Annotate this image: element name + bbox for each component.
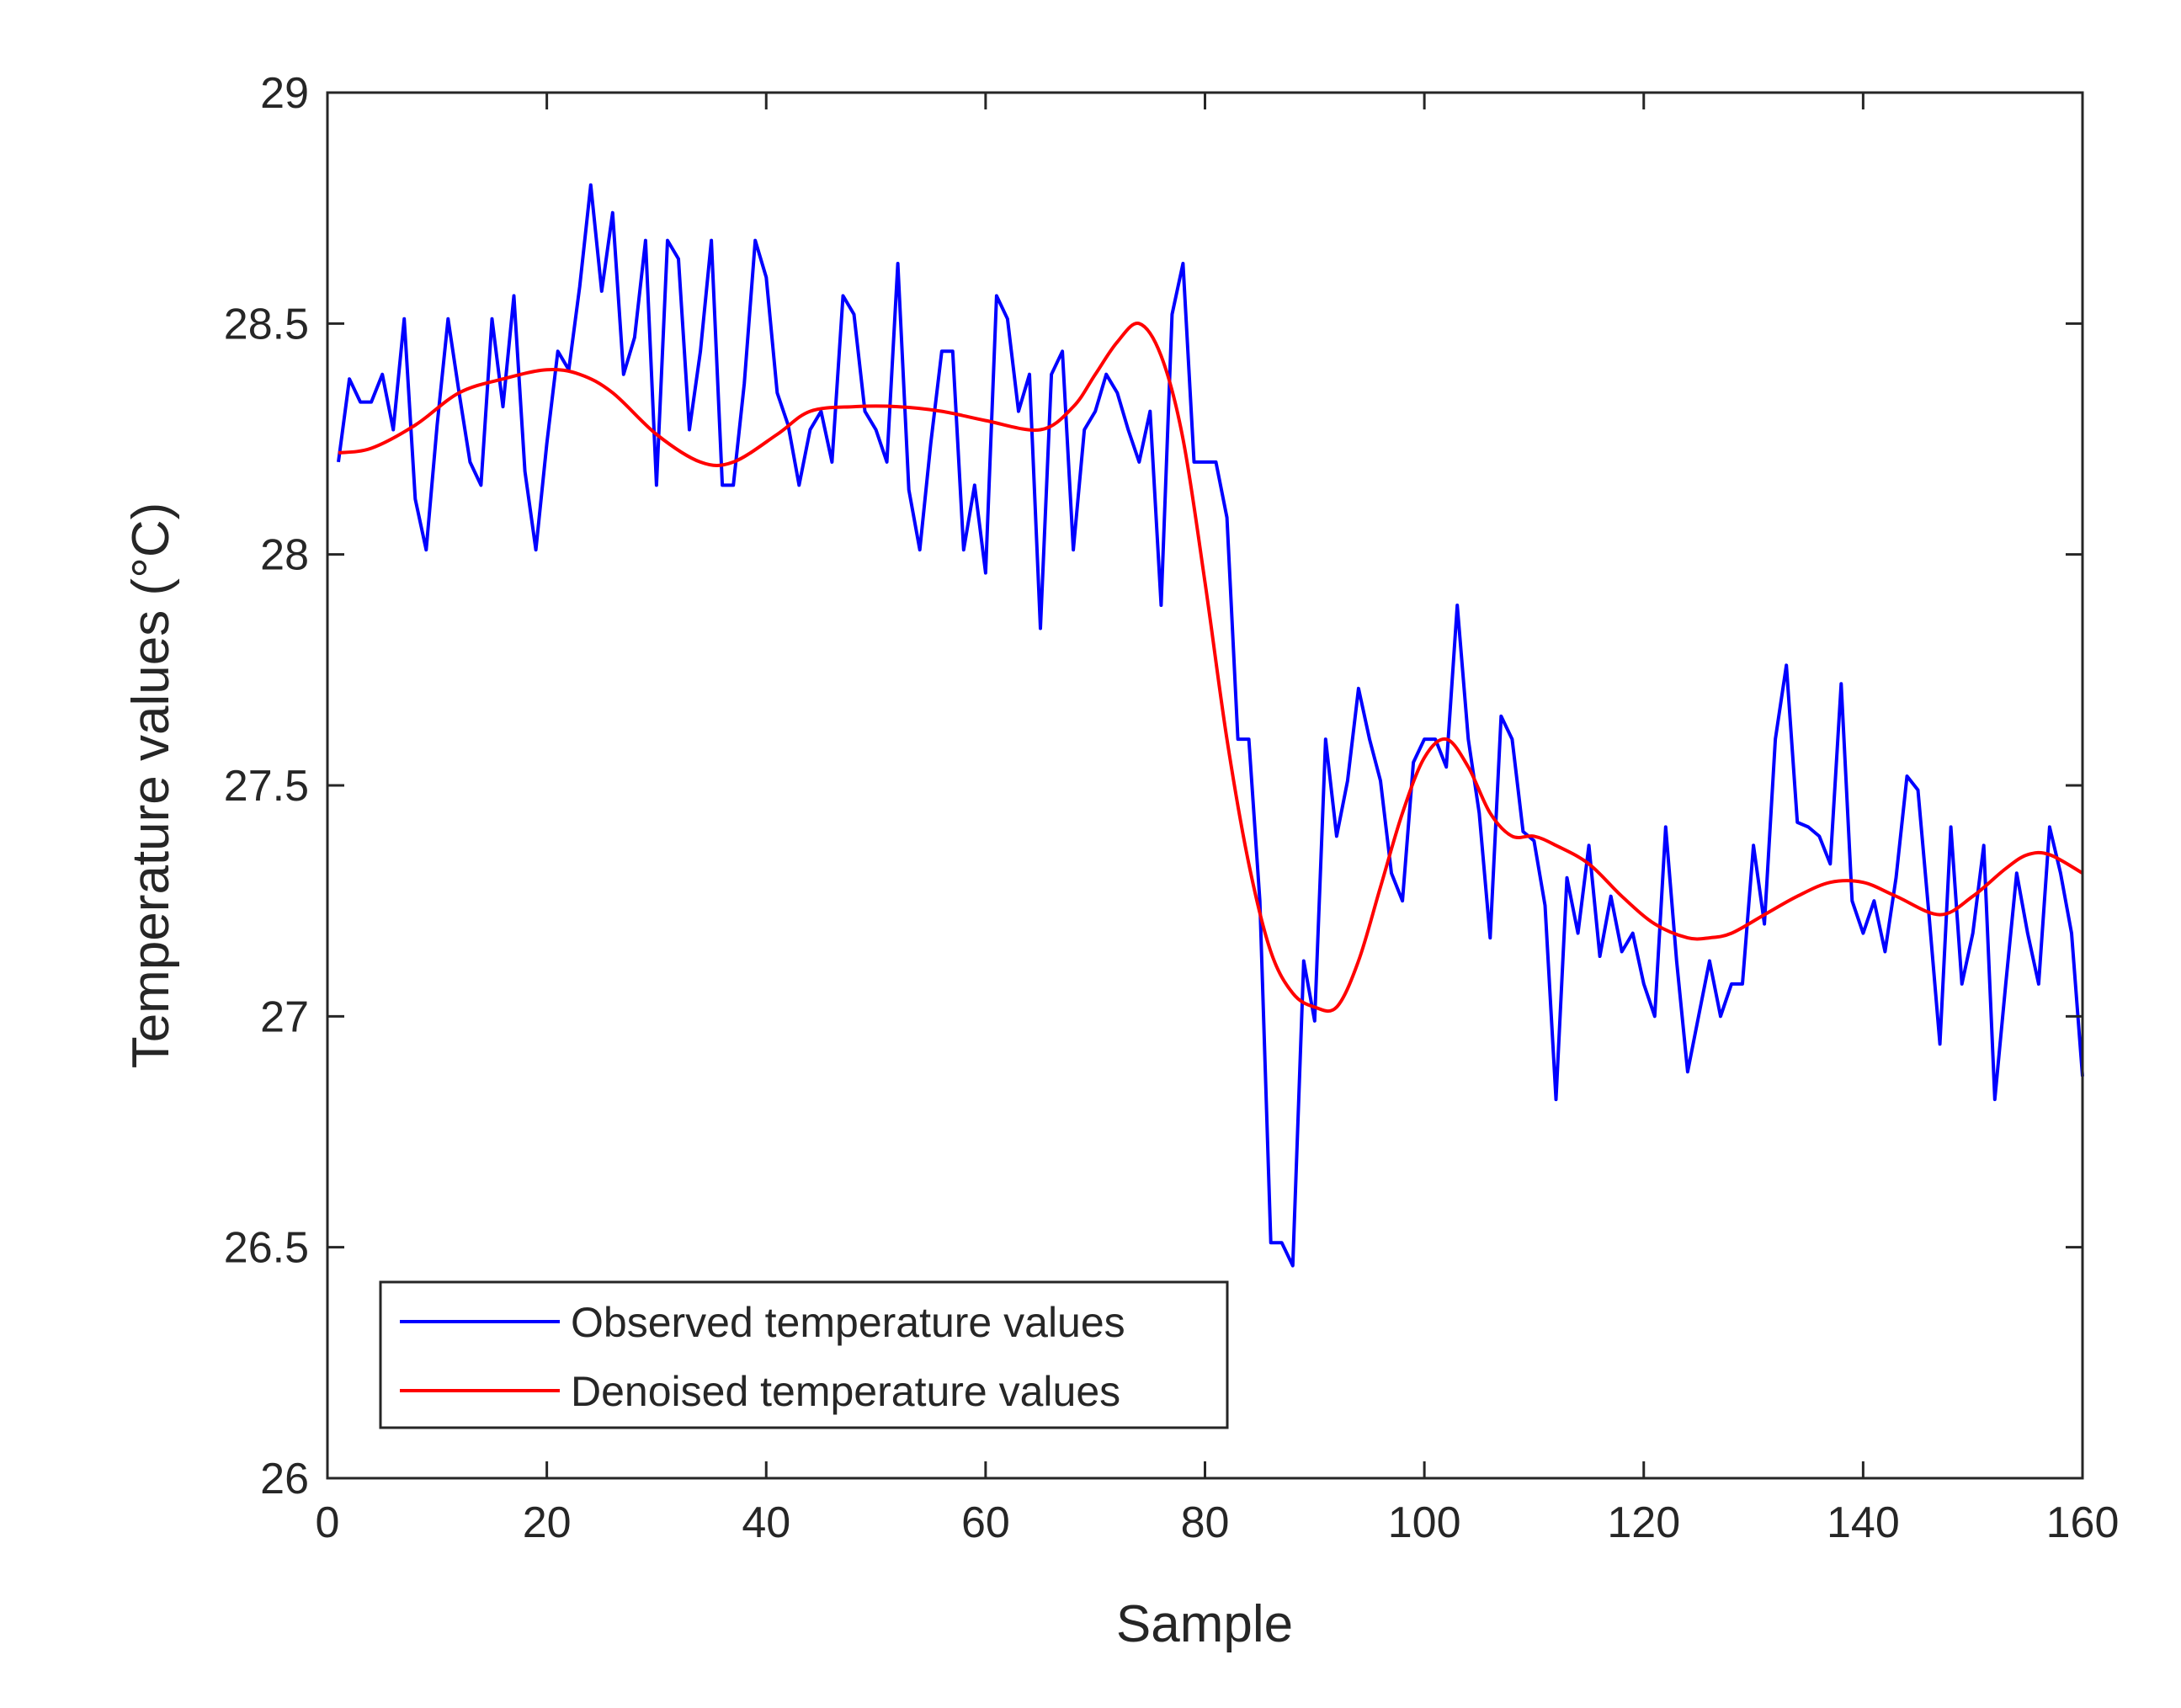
y-tick-label: 27: [260, 992, 309, 1041]
legend-label-observed: Observed temperature values: [571, 1299, 1125, 1346]
x-tick-label: 80: [1181, 1498, 1230, 1547]
y-axis-label: Temperature values (°C): [122, 503, 180, 1069]
y-tick-label: 27.5: [224, 762, 309, 811]
x-tick-label: 140: [1827, 1498, 1900, 1547]
x-tick-label: 0: [316, 1498, 340, 1547]
x-tick-label: 100: [1388, 1498, 1461, 1547]
y-tick-label: 29: [260, 69, 309, 118]
ticks-layer: 0 20 40 60 80 100 120 140 160 26 26.5 27 27.5 28 28.5 2…: [224, 69, 2120, 1547]
x-tick-label: 120: [1607, 1498, 1680, 1547]
y-tick-label: 26: [260, 1455, 309, 1503]
x-tick-label: 160: [2046, 1498, 2120, 1547]
y-tick-label: 26.5: [224, 1224, 309, 1273]
denoised-series-line: [338, 322, 2083, 1014]
observed-series-line: [337, 183, 2084, 1268]
y-tick-label: 28: [260, 531, 309, 580]
legend: Observed temperature values Denoised tem…: [379, 1280, 1229, 1429]
legend-box: [379, 1280, 1229, 1429]
x-tick-label: 60: [961, 1498, 1010, 1547]
plot-area: [327, 93, 2083, 1478]
legend-label-denoised: Denoised temperature values: [571, 1368, 1120, 1415]
y-tick-label: 28.5: [224, 300, 309, 349]
x-axis-label: Sample: [1116, 1595, 1293, 1653]
series-layer: [337, 183, 2084, 1268]
x-tick-label: 20: [523, 1498, 572, 1547]
x-tick-label: 40: [742, 1498, 790, 1547]
